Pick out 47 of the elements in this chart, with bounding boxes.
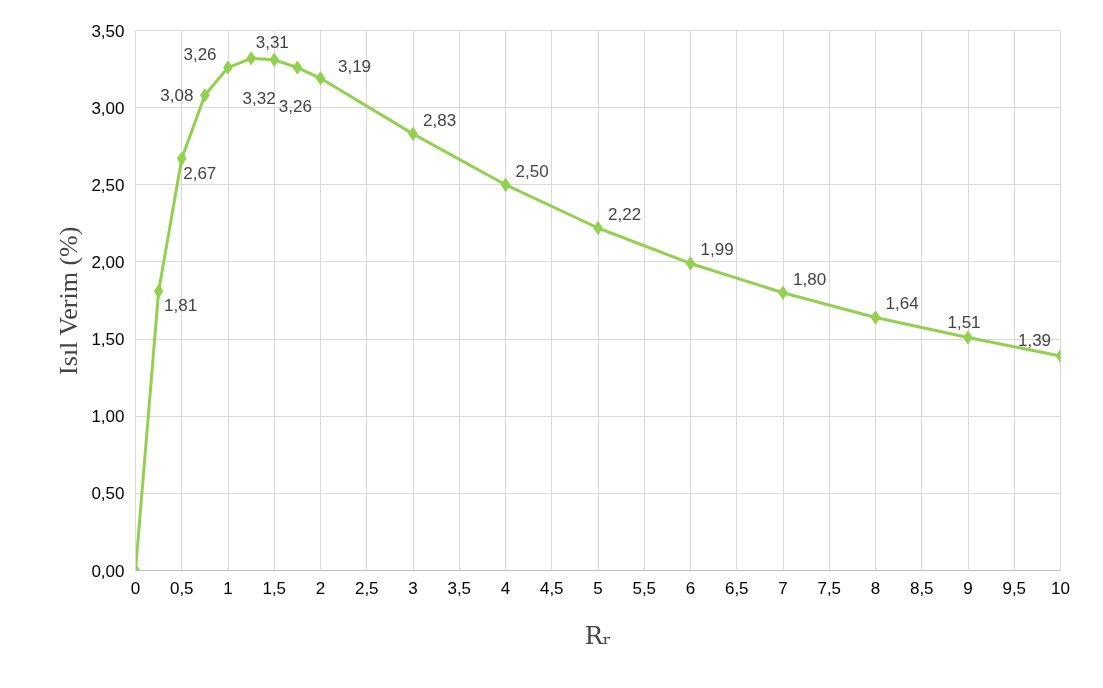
data-label: 1,99	[700, 240, 734, 260]
y-tick-label: 3,50	[91, 21, 125, 41]
data-label: 3,26	[278, 96, 312, 116]
data-label: 1,81	[164, 296, 198, 316]
x-tick-label: 7	[778, 578, 788, 598]
x-tick-label: 8,5	[909, 578, 934, 598]
y-tick-label: 0,00	[91, 561, 125, 581]
data-label: 1,51	[947, 312, 981, 332]
data-label: 2,83	[423, 110, 457, 130]
data-label: 2,22	[608, 204, 642, 224]
x-tick-label: 4	[500, 578, 511, 598]
x-tick-label: 9,5	[1002, 578, 1027, 598]
y-tick-label: 1,50	[91, 330, 125, 350]
data-label: 1,64	[885, 294, 919, 314]
x-tick-label: 7,5	[817, 578, 842, 598]
y-tick-label: 1,00	[91, 407, 125, 427]
x-tick-label: 1	[223, 578, 233, 598]
y-tick-label: 0,50	[91, 484, 125, 504]
data-label: 2,50	[515, 161, 549, 181]
x-tick-label: 3	[408, 578, 418, 598]
x-tick-label: 10	[1051, 578, 1070, 598]
data-label: 3,19	[337, 57, 372, 77]
x-tick-label: 0	[130, 578, 141, 598]
x-tick-label: 3,5	[447, 578, 472, 598]
data-label: 3,32	[242, 89, 276, 109]
y-tick-label: 2,50	[91, 175, 125, 195]
x-tick-label: 9	[963, 578, 973, 598]
y-tick-label: 3,00	[91, 98, 125, 118]
x-tick-label: 5,5	[632, 578, 657, 598]
data-label: 3,08	[160, 86, 194, 106]
x-tick-label: 1,5	[262, 578, 287, 598]
x-tick-label: 5	[593, 578, 603, 598]
x-tick-label: 4,5	[539, 578, 564, 598]
x-tick-label: 2,5	[354, 578, 379, 598]
x-tick-label: 0,5	[169, 578, 194, 598]
x-tick-label: 6	[685, 578, 696, 598]
y-axis-title: Isıl Verim (%)	[54, 226, 84, 375]
y-tick-label: 2,00	[91, 252, 125, 272]
x-tick-label: 2	[315, 578, 326, 598]
x-tick-label: 6,5	[724, 578, 749, 598]
data-label: 3,31	[255, 32, 289, 52]
data-label: 2,67	[183, 163, 217, 183]
x-tick-label: 8	[870, 578, 881, 598]
data-label: 3,26	[183, 44, 217, 64]
data-label: 1,39	[1017, 331, 1052, 351]
x-axis-title: Rᵣ	[584, 621, 612, 650]
data-label: 1,80	[793, 269, 827, 289]
